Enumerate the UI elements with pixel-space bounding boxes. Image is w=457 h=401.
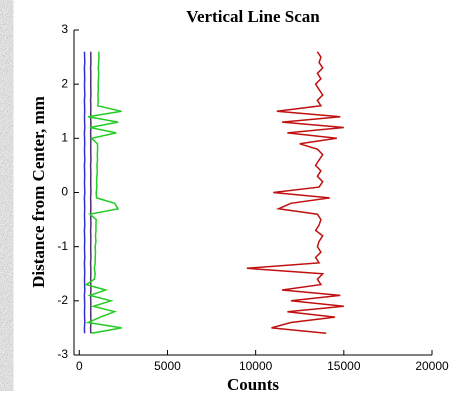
y-axis-label: Distance from Center, mm: [29, 96, 48, 288]
x-tick-label: 10000: [239, 359, 273, 373]
y-tick-label: -2: [57, 293, 68, 307]
x-tick-label: 0: [76, 359, 83, 373]
y-tick-label: -3: [57, 347, 68, 361]
x-tick-label: 20000: [415, 359, 449, 373]
image-strip: [0, 28, 12, 358]
y-tick-label: 0: [61, 185, 68, 199]
x-axis-label: Counts: [227, 375, 279, 394]
y-tick-label: 3: [61, 22, 68, 36]
y-tick-label: -1: [57, 239, 68, 253]
y-tick-label: 2: [61, 76, 68, 90]
y-tick-label: 1: [61, 131, 68, 145]
x-tick-label: 15000: [327, 359, 361, 373]
line-series: [84, 51, 122, 335]
x-tick-label: 5000: [154, 359, 181, 373]
line-series: [246, 51, 344, 335]
chart-title: Vertical Line Scan: [186, 7, 320, 26]
